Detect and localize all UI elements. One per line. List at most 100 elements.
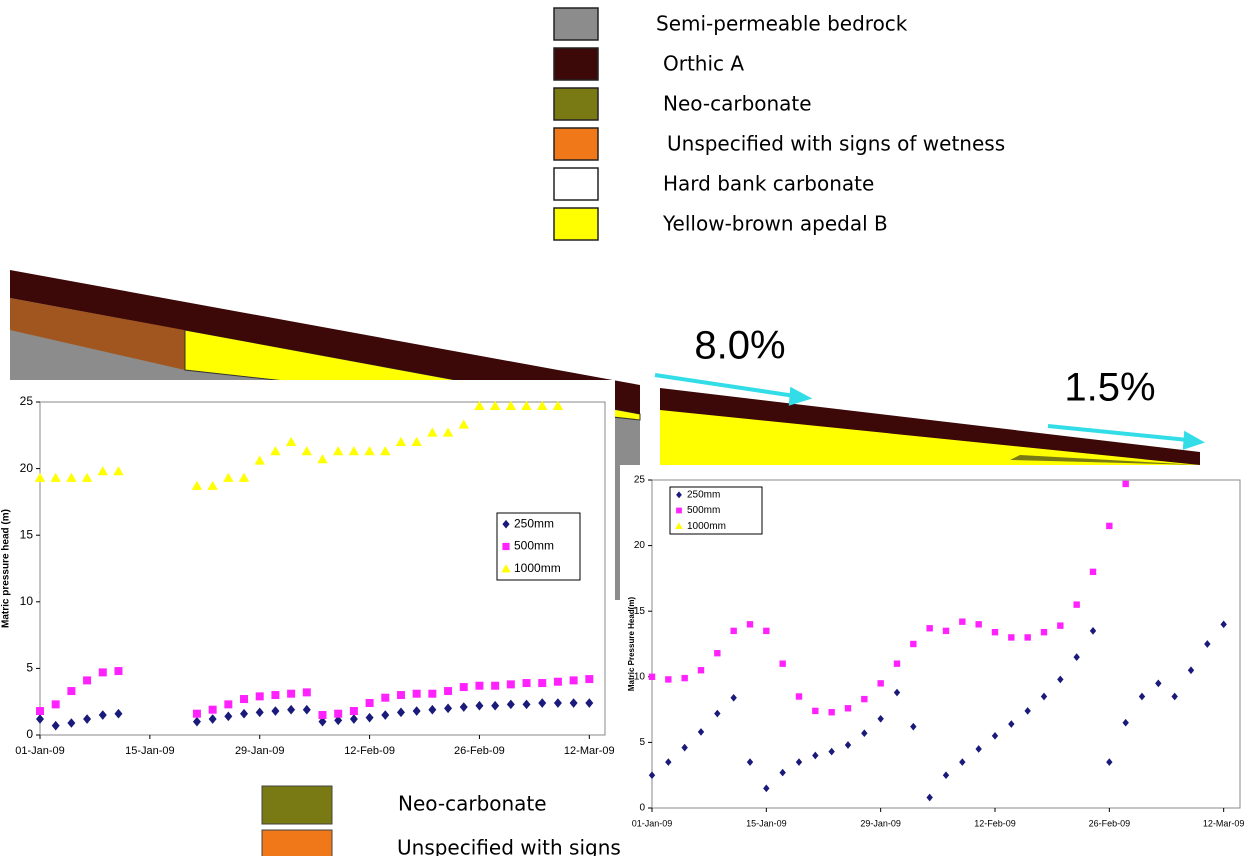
y-tick-label: 0 bbox=[26, 727, 33, 741]
arrow bbox=[654, 373, 796, 398]
point bbox=[1073, 601, 1080, 608]
point bbox=[697, 667, 705, 674]
orthic-a bbox=[660, 388, 1200, 465]
point bbox=[302, 688, 311, 697]
point bbox=[395, 436, 407, 446]
point bbox=[67, 687, 76, 696]
point bbox=[1106, 522, 1113, 530]
point bbox=[254, 455, 265, 465]
point bbox=[991, 628, 999, 636]
point bbox=[910, 722, 917, 731]
legend-box bbox=[669, 486, 763, 535]
point bbox=[1073, 653, 1080, 661]
x-tick-label: 15-Jan-09 bbox=[125, 745, 175, 757]
legend-label: Neo-carbonate bbox=[398, 792, 547, 816]
point bbox=[991, 732, 999, 740]
x-tick-label: 15-Jan-09 bbox=[746, 818, 787, 828]
point bbox=[224, 711, 233, 722]
point bbox=[506, 699, 515, 710]
legend-label: 1000mm bbox=[514, 561, 561, 575]
point bbox=[1024, 707, 1031, 715]
point bbox=[459, 683, 468, 692]
point bbox=[208, 714, 217, 724]
point bbox=[411, 436, 422, 446]
slope-arrows bbox=[654, 373, 1205, 450]
point bbox=[959, 618, 966, 625]
point bbox=[51, 720, 60, 731]
point bbox=[844, 705, 852, 712]
point bbox=[238, 472, 250, 482]
point bbox=[271, 691, 280, 700]
x-tick-label: 12-Feb-09 bbox=[344, 745, 395, 757]
point bbox=[334, 709, 343, 718]
point bbox=[396, 707, 405, 718]
point bbox=[348, 446, 360, 456]
legend-swatch bbox=[553, 207, 599, 241]
point bbox=[240, 708, 249, 719]
point bbox=[648, 771, 656, 780]
point bbox=[208, 705, 217, 714]
legend-swatch bbox=[553, 7, 599, 41]
point bbox=[491, 700, 500, 711]
point bbox=[474, 400, 485, 410]
point bbox=[113, 466, 124, 476]
point bbox=[207, 480, 218, 490]
point bbox=[224, 700, 233, 709]
point bbox=[255, 707, 264, 718]
point bbox=[412, 706, 421, 716]
point bbox=[318, 716, 327, 727]
point bbox=[681, 674, 688, 682]
point bbox=[301, 446, 313, 456]
slope-label: 8.0% bbox=[694, 324, 785, 368]
point bbox=[302, 704, 311, 715]
point bbox=[942, 771, 950, 780]
legend-swatch bbox=[553, 47, 599, 81]
point bbox=[506, 680, 515, 689]
point bbox=[763, 627, 770, 635]
point bbox=[380, 446, 391, 456]
point bbox=[714, 649, 721, 657]
legend-swatch bbox=[261, 785, 333, 825]
wet-layer bbox=[10, 298, 185, 370]
point bbox=[271, 706, 280, 716]
point bbox=[489, 400, 501, 410]
soil-legend: Semi-permeable bedrock Orthic A Neo-carbon… bbox=[553, 7, 1005, 241]
point bbox=[1008, 634, 1015, 641]
point bbox=[459, 702, 468, 712]
point bbox=[1024, 634, 1031, 641]
point bbox=[763, 784, 770, 793]
point bbox=[502, 542, 510, 551]
point bbox=[1155, 679, 1162, 688]
x-tick-label: 26-Feb-09 bbox=[454, 745, 505, 757]
plot-frame bbox=[39, 401, 606, 736]
point bbox=[334, 715, 343, 726]
point bbox=[114, 708, 123, 719]
point bbox=[67, 718, 76, 728]
y-tick-label: 10 bbox=[634, 671, 646, 682]
point bbox=[287, 704, 296, 715]
point bbox=[1187, 666, 1195, 675]
point bbox=[427, 427, 438, 437]
point bbox=[1204, 640, 1211, 648]
legend-label: Neo-carbonate bbox=[663, 92, 812, 116]
y-tick-label: 5 bbox=[639, 737, 645, 748]
legend-label: Orthic A bbox=[663, 52, 744, 76]
x-tick-label: 12-Feb-09 bbox=[974, 818, 1016, 828]
point bbox=[1040, 692, 1048, 701]
point bbox=[910, 640, 917, 648]
point bbox=[332, 446, 344, 456]
point bbox=[83, 714, 92, 724]
point bbox=[537, 400, 548, 410]
legend-label: 250mm bbox=[687, 489, 720, 500]
point bbox=[349, 714, 358, 724]
x-tick-label: 01-Jan-09 bbox=[632, 818, 673, 828]
point bbox=[648, 673, 656, 680]
legend-swatch bbox=[261, 829, 333, 856]
point bbox=[270, 446, 281, 456]
point bbox=[1057, 675, 1064, 684]
point bbox=[552, 400, 564, 410]
point bbox=[317, 454, 328, 464]
y-tick-label: 20 bbox=[634, 540, 646, 551]
orthic-a bbox=[10, 270, 640, 414]
